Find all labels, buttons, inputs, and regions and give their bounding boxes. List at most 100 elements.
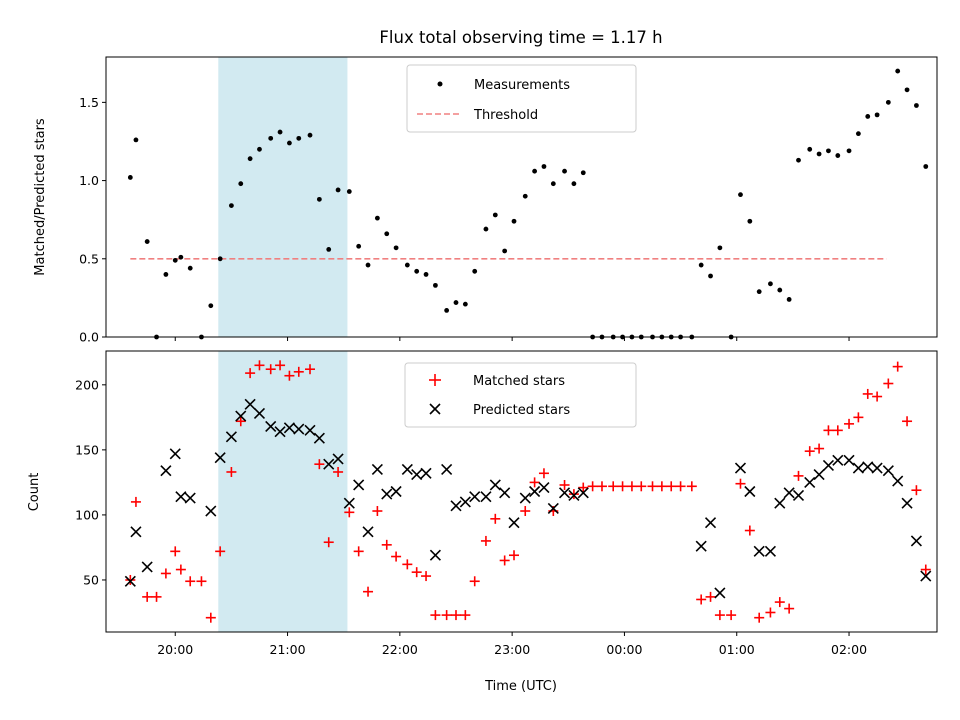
measurement-point [414,268,420,274]
matched-point [529,477,540,488]
x-tick-label: 20:00 [157,642,193,657]
predicted-point [381,488,393,500]
predicted-point [332,453,344,465]
predicted-point [792,489,805,501]
measurement-point [453,300,459,305]
x-tick-label: 01:00 [719,642,755,657]
measurement-point [326,247,332,252]
predicted-point [450,500,462,512]
predicted-point [343,497,355,509]
bottom-highlight-layer [218,351,348,632]
legend-label-predicted: Predicted stars [473,403,570,418]
predicted-point [882,465,894,477]
matched-point [862,388,873,399]
measurement-point [796,157,801,163]
measurement-point [257,146,262,152]
matched-point [490,513,501,524]
predicted-point [441,463,453,475]
measurement-point [238,181,244,187]
matched-point [196,576,207,587]
matched-point [421,571,432,582]
matched-point [705,591,716,602]
matched-point [391,551,402,562]
matched-point [275,360,286,371]
matched-point [450,610,461,621]
predicted-point [141,561,153,573]
matched-point [647,481,658,492]
measurement-point [786,297,792,302]
y-tick-label: 0.5 [79,251,99,266]
matched-point [333,466,344,477]
matched-point [175,564,186,575]
predicted-point [169,448,181,460]
predicted-point [714,587,726,599]
matched-point [441,610,452,621]
figure-title: Flux total observing time = 1.17 h [379,28,662,47]
measurement-point [747,218,753,224]
matched-point [793,470,804,481]
predicted-point [568,489,580,501]
measurement-point [307,132,313,138]
x-tick-label: 02:00 [831,642,867,657]
matched-point [170,546,181,557]
measurement-point [365,262,371,268]
predicted-point [774,497,786,509]
matched-points-layer [125,360,931,623]
measurement-point [550,181,556,187]
matched-point [265,364,276,375]
predicted-point [184,492,196,504]
matched-point [235,416,246,427]
predicted-point [704,517,717,529]
predicted-point [901,497,913,509]
y-tick-label: 100 [75,507,99,522]
matched-point [696,594,707,605]
predicted-point [804,476,816,488]
matched-point [284,370,295,381]
predicted-point [214,452,226,464]
predicted-point [547,502,559,514]
matched-point [675,481,686,492]
bottom-legend: Matched stars Predicted stars [404,362,637,428]
predicted-point [401,463,413,475]
predicted-point [489,479,501,491]
measurement-point [865,114,871,119]
predicted-point [244,398,256,410]
matched-point [578,482,589,493]
x-tick-label: 00:00 [606,642,642,657]
matched-point [160,568,171,579]
predicted-point [293,423,305,435]
top-legend: Measurements Threshold [406,64,637,133]
predicted-point [175,491,187,503]
predicted-point [920,570,932,582]
matched-point [784,603,795,614]
measurement-point [698,262,704,268]
matched-point [402,559,413,570]
legend-marker-measurements [437,81,443,87]
measurement-point [462,301,468,307]
matched-point [323,537,334,548]
matched-point [353,546,364,557]
measurement-point [511,218,517,224]
matched-point [596,481,607,492]
predicted-point [744,485,756,498]
measurement-point [433,282,438,288]
matched-point [608,481,619,492]
predicted-point [353,479,365,491]
measurement-point [717,245,723,251]
top-x-ticks [174,337,850,341]
measurement-point [187,265,193,271]
predicted-point [459,496,471,508]
matched-point [765,607,776,618]
predicted-point [783,487,795,499]
matched-point [559,479,570,490]
measurement-point [444,308,450,313]
matched-point [617,481,628,492]
bottom-x-ticks: 20:00 21:00 22:00 23:00 00:00 01:00 02:00 [157,632,867,657]
matched-point [538,468,549,479]
matched-point [666,481,677,492]
matched-point [381,539,392,550]
x-tick-label: 22:00 [382,642,418,657]
predicted-point [253,407,266,420]
measurement-point [172,257,178,263]
measurement-point [768,281,773,287]
